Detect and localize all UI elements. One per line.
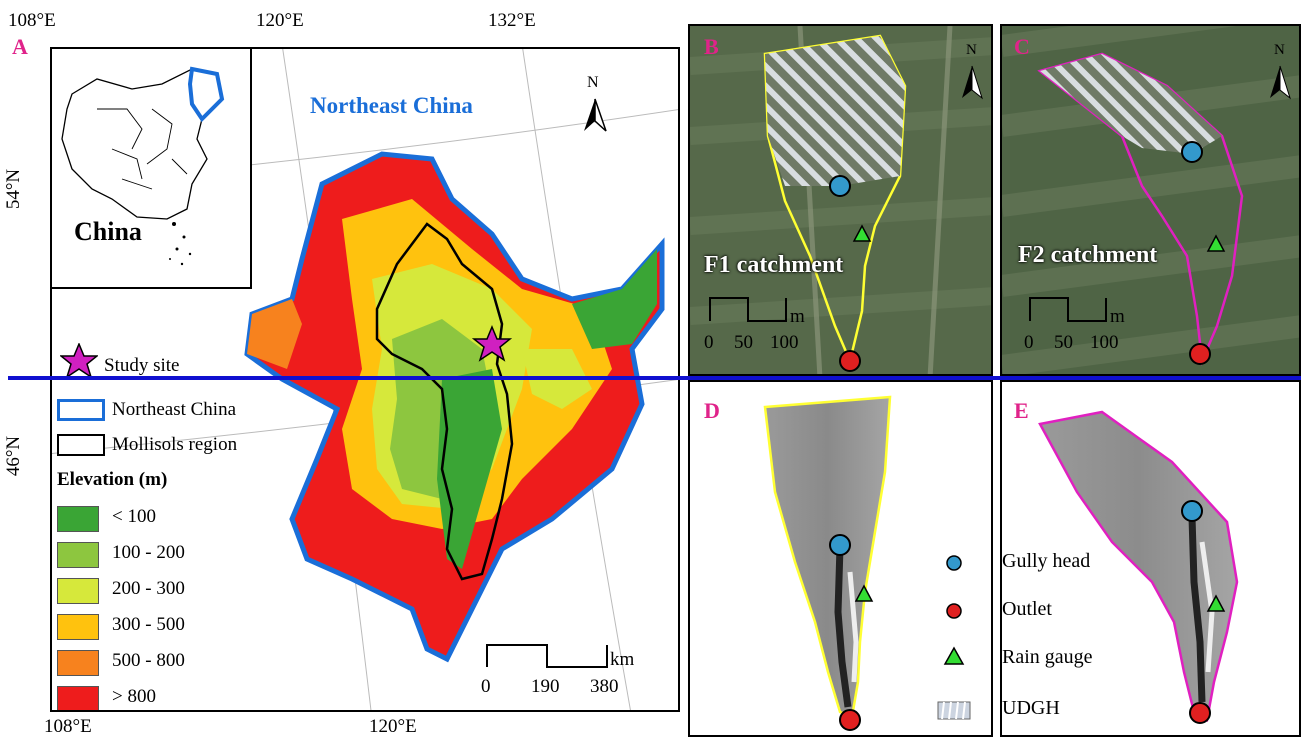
elevation-swatch-1 [57, 506, 99, 532]
lon-label-108-bottom: 108°E [44, 716, 92, 737]
legend-rain-gauge-icon [943, 646, 965, 665]
panel-e-hillshade: Gully head Outlet Rain gauge UDGH [1000, 380, 1301, 737]
panel-label-d: D [704, 398, 720, 423]
f2-catchment-boundary [1037, 52, 1244, 366]
study-site-star [471, 325, 513, 362]
panel-c-scale-bar [1029, 297, 1107, 322]
elevation-swatch-3 [57, 578, 99, 604]
panel-b-svg [690, 26, 991, 374]
legend-mollisols-swatch [57, 434, 105, 456]
lon-label-120-bottom: 120°E [369, 716, 417, 737]
panel-c-satellite: F2 catchment N m 0 50 100 [1000, 24, 1301, 376]
panel-label-c: C [1014, 34, 1030, 59]
lon-label-108-top: 108°E [8, 10, 56, 31]
legend-rain-gauge-label: Rain gauge [1002, 646, 1093, 668]
panel-b-scale-tick-50: 50 [734, 332, 753, 353]
f1-udgh-area [765, 36, 905, 186]
f1-outlet-icon [839, 350, 861, 372]
legend-udgh-swatch [937, 701, 971, 720]
elevation-label-3: 200 - 300 [112, 578, 185, 599]
study-site-label: Study site [104, 355, 180, 376]
d-gully-head-icon [829, 534, 851, 556]
panel-a-map-svg [52, 49, 678, 710]
lon-label-132-top: 132°E [488, 10, 536, 31]
elevation-swatch-4 [57, 614, 99, 640]
d-rain-gauge-icon [854, 584, 874, 602]
panel-c-scale-tick-0: 0 [1024, 332, 1034, 353]
f1-dem-shape [763, 395, 892, 719]
panel-d-hillshade [688, 380, 993, 737]
mollisols-region [375, 222, 514, 581]
d-outlet-icon [839, 709, 861, 731]
elevation-swatch-5 [57, 650, 99, 676]
panel-c-scale-unit: m [1110, 306, 1125, 327]
panel-e-svg [1038, 410, 1239, 724]
e-gully-head-icon [1181, 500, 1203, 522]
scale-tick-190: 190 [531, 676, 560, 697]
panel-b-north-arrow-icon [962, 65, 983, 100]
elevation-label-5: 500 - 800 [112, 650, 185, 671]
north-label: N [587, 74, 599, 91]
lat-label-46: 46°N [3, 435, 25, 477]
scale-bar-km [486, 644, 608, 668]
panel-c-scale-tick-100: 100 [1090, 332, 1119, 353]
panel-c-svg [1002, 26, 1299, 374]
panel-b-north-label: N [966, 42, 977, 58]
scale-tick-380: 380 [590, 676, 619, 697]
elevation-label-2: 100 - 200 [112, 542, 185, 563]
elevation-legend-title: Elevation (m) [57, 469, 168, 490]
study-site-legend-star [60, 343, 98, 379]
panel-c-north-label: N [1274, 42, 1285, 58]
panel-a-map: China Northeast China N Study site North… [50, 47, 680, 712]
elevation-label-4: 300 - 500 [112, 614, 185, 635]
panel-c-scale-tick-50: 50 [1054, 332, 1073, 353]
elevation-label-1: < 100 [112, 506, 156, 527]
china-inset-svg [61, 66, 225, 266]
scale-unit-km: km [610, 649, 635, 670]
panel-b-scale-unit: m [790, 306, 805, 327]
legend-northeast-swatch [57, 399, 105, 421]
china-inset: China [52, 49, 252, 289]
elevation-label-6: > 800 [112, 686, 156, 707]
panel-label-e: E [1014, 398, 1029, 423]
legend-gully-head-label: Gully head [1002, 550, 1091, 572]
elevation-swatch-6 [57, 686, 99, 710]
south-china-sea-islands [169, 222, 192, 266]
f2-outlet-icon [1189, 343, 1211, 365]
legend-mollisols-label: Mollisols region [112, 434, 238, 455]
f2-rain-gauge-icon [1206, 234, 1226, 252]
f1-rain-gauge-icon [852, 224, 872, 242]
f1-catchment-label: F1 catchment [704, 252, 844, 278]
scale-tick-0: 0 [481, 676, 491, 697]
legend-udgh-label: UDGH [1002, 697, 1060, 719]
region-title: Northeast China [310, 93, 473, 118]
lat-label-54: 54°N [3, 168, 25, 210]
lon-label-120-top: 120°E [256, 10, 304, 31]
northeast-china-region [244, 151, 665, 663]
panel-c-north-arrow-icon [1270, 65, 1291, 100]
panel-b-scale-bar [709, 297, 787, 322]
e-outlet-icon [1189, 702, 1211, 724]
legend-northeast-label: Northeast China [112, 399, 237, 420]
panel-b-scale-tick-0: 0 [704, 332, 714, 353]
legend-outlet-icon [946, 603, 962, 619]
panel-label-b: B [704, 34, 719, 59]
elevation-swatch-2 [57, 542, 99, 568]
panel-label-a: A [12, 34, 28, 59]
china-inset-title: China [74, 217, 142, 246]
legend-gully-head-icon [946, 555, 962, 571]
f2-udgh-area [1040, 54, 1222, 154]
e-rain-gauge-icon [1206, 594, 1226, 612]
f2-gully-head-icon [1181, 141, 1203, 163]
panel-d-svg [763, 395, 971, 731]
f2-catchment-label: F2 catchment [1018, 242, 1158, 268]
legend-outlet-label: Outlet [1002, 598, 1052, 620]
f1-gully-head-icon [829, 175, 851, 197]
horizontal-separator [8, 376, 1301, 380]
north-arrow-icon [584, 98, 607, 132]
panel-b-satellite: F1 catchment N m 0 50 100 [688, 24, 993, 376]
panel-b-scale-tick-100: 100 [770, 332, 799, 353]
